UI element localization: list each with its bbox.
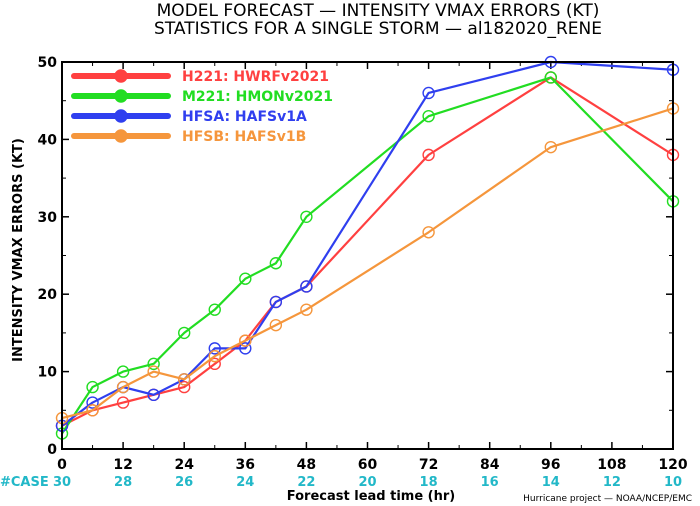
x-tick-label: 60 [358, 457, 378, 473]
data-point [544, 140, 557, 154]
x-tick-label: 36 [236, 457, 255, 473]
case-count: 16 [481, 475, 499, 490]
x-tick-label: 84 [480, 457, 500, 473]
series-line [61, 107, 674, 420]
y-tick-label: 40 [38, 132, 58, 148]
data-point [177, 380, 191, 394]
legend-marker [114, 69, 128, 83]
chart-title-line2: STATISTICS FOR A SINGLE STORM — al182020… [154, 19, 602, 39]
y-axis-label: INTENSITY VMAX ERRORS (KT) [11, 138, 26, 362]
y-tick-label: 10 [38, 365, 58, 381]
case-count-label: #CASE [0, 475, 49, 490]
data-point [422, 226, 435, 239]
data-point [269, 295, 283, 309]
case-count: 22 [297, 475, 315, 490]
credit-text: Hurricane project — NOAA/NCEP/EMC [523, 494, 692, 504]
data-point [269, 257, 283, 270]
legend-label: HFSB: HAFSv1B [182, 129, 306, 145]
case-count: 26 [175, 475, 193, 490]
data-point [86, 396, 99, 409]
legend-label: M221: HMONv2021 [182, 89, 333, 105]
data-point [269, 318, 283, 332]
legend: H221: HWRFv2021 M221: HMONv2021 HFSA: HAFS… [71, 69, 333, 145]
data-point [208, 357, 221, 371]
data-point [239, 334, 252, 347]
data-point [422, 86, 435, 100]
case-count: 28 [114, 475, 132, 490]
case-count-values: 30 28 26 24 22 20 18 16 14 12 10 [53, 475, 682, 490]
data-point [208, 349, 221, 363]
data-point [239, 272, 252, 285]
x-tick-label: 48 [297, 457, 316, 473]
case-count: 30 [53, 475, 71, 490]
series-line [61, 76, 674, 427]
y-tick-label: 0 [47, 442, 57, 458]
x-tick-label: 108 [597, 457, 626, 473]
data-point [422, 148, 435, 162]
case-count: 14 [542, 475, 560, 490]
case-count: 24 [236, 475, 254, 490]
data-point [116, 396, 130, 409]
case-count: 10 [664, 475, 682, 490]
data-point [544, 71, 557, 84]
data-point [239, 342, 252, 355]
data-point [208, 303, 221, 316]
data-point [116, 380, 130, 394]
y-tick-label: 50 [38, 55, 58, 71]
data-point [116, 365, 130, 378]
legend-label: H221: HWRFv2021 [182, 69, 329, 85]
data-point [147, 357, 160, 371]
case-count: 18 [420, 475, 438, 490]
x-tick-labels: 0 12 24 36 48 60 72 84 96 108 120 [57, 62, 688, 473]
data-point [300, 303, 313, 316]
data-point [177, 326, 191, 340]
chart-title-line1: MODEL FORECAST — INTENSITY VMAX ERRORS (… [157, 1, 600, 21]
legend-marker [114, 89, 128, 103]
x-tick-label: 72 [419, 457, 438, 473]
series-line [61, 76, 674, 435]
data-point [177, 373, 191, 386]
x-axis-label: Forecast lead time (hr) [287, 489, 455, 504]
legend-label: HFSA: HAFSv1A [182, 109, 307, 125]
data-point [300, 210, 313, 224]
x-tick-label: 96 [541, 457, 560, 473]
case-count: 12 [603, 475, 621, 490]
y-tick-label: 30 [38, 210, 58, 226]
x-tick-label: 0 [57, 457, 67, 473]
data-point [300, 280, 313, 293]
data-point [86, 380, 99, 394]
y-tick-label: 20 [38, 287, 58, 303]
x-tick-label: 12 [113, 457, 132, 473]
legend-marker [114, 129, 128, 143]
data-point [86, 404, 99, 417]
legend-marker [114, 109, 128, 123]
data-point [147, 388, 160, 402]
case-count: 20 [358, 475, 376, 490]
data-point [422, 109, 435, 123]
x-tick-label: 120 [658, 457, 687, 473]
plot-frame [61, 61, 674, 450]
data-point [208, 342, 221, 355]
data-point [147, 365, 160, 378]
x-tick-label: 24 [174, 457, 194, 473]
